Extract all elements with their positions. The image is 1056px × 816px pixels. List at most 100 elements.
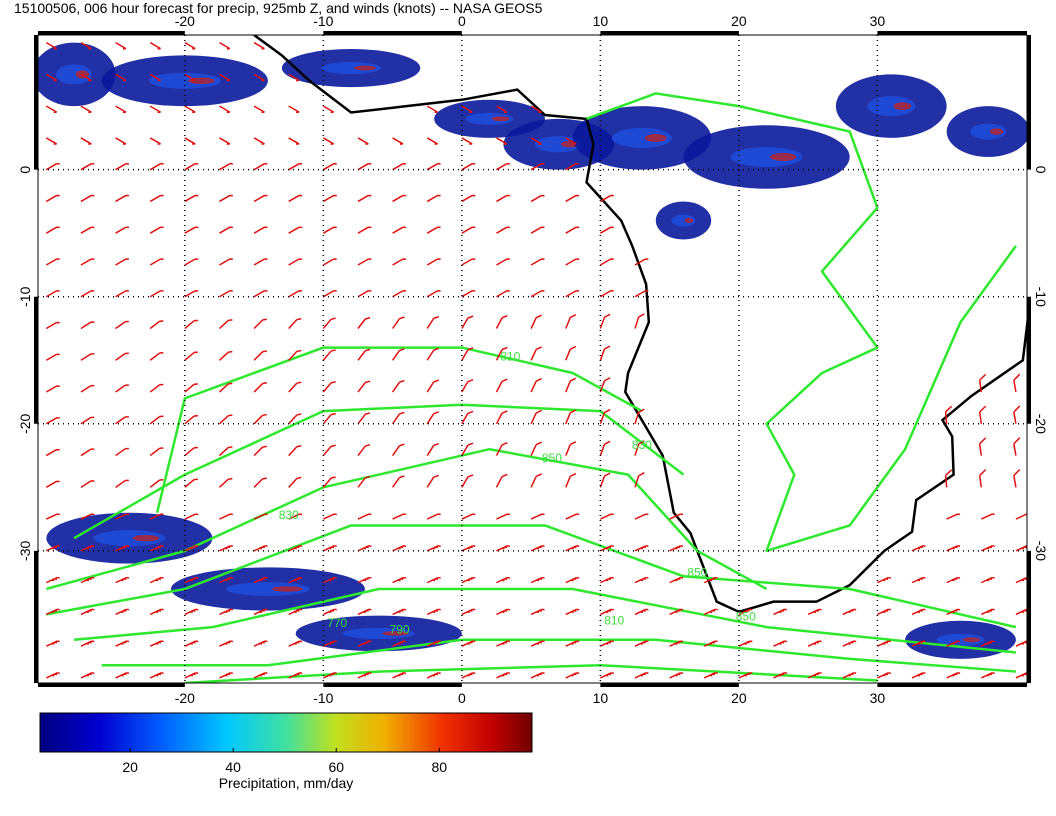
wind-barb [218, 350, 233, 361]
wind-barb [738, 608, 753, 616]
wind-barb [461, 545, 476, 552]
wind-barb [219, 162, 233, 171]
wind-barb [322, 194, 337, 203]
wind-barb [115, 137, 127, 145]
lon-tick-label: 20 [731, 690, 747, 706]
lat-tick-label: -20 [1033, 414, 1049, 434]
wind-barb [565, 545, 580, 552]
wind-barb [115, 479, 129, 488]
wind-barb [461, 226, 476, 234]
wind-barb [322, 444, 336, 457]
wind-barb [1015, 672, 1027, 679]
lat-tick-label: -30 [1033, 541, 1049, 561]
wind-barb [392, 194, 407, 203]
wind-barb [253, 413, 267, 425]
wind-barb [288, 381, 302, 393]
wind-barb [426, 258, 441, 266]
wind-barb [599, 440, 611, 456]
map-title: 15100506, 006 hour forecast for precip, … [14, 0, 543, 16]
wind-barb [80, 480, 95, 488]
wind-barb [426, 513, 441, 520]
wind-barb [219, 672, 233, 679]
lon-tick-label: 10 [593, 13, 609, 29]
wind-barb [45, 417, 60, 425]
wind-barb [599, 194, 614, 203]
wind-barb [149, 545, 164, 552]
wind-barb [357, 513, 372, 520]
wind-barb [149, 226, 164, 234]
wind-barb [184, 289, 199, 298]
wind-barb [634, 408, 645, 425]
precip-core [225, 582, 310, 596]
wind-barb [600, 513, 614, 520]
wind-barb [530, 441, 542, 456]
wind-barb [219, 226, 233, 234]
wind-barb [149, 447, 164, 457]
wind-barb [80, 672, 95, 679]
wind-barb [357, 258, 372, 266]
wind-barb [288, 162, 303, 171]
wind-barb [980, 608, 995, 616]
wind-barb [149, 383, 164, 393]
wind-barb [45, 194, 60, 203]
wind-barb [426, 474, 439, 488]
wind-barb [357, 162, 372, 171]
precip-core [936, 633, 985, 646]
wind-barb [219, 194, 233, 203]
colorbar [39, 712, 533, 753]
wind-barb [357, 226, 372, 234]
wind-barb [184, 513, 199, 520]
wind-barb [426, 105, 438, 114]
wind-barb [461, 137, 473, 145]
wind-barb [565, 441, 577, 456]
wind-barb [323, 576, 337, 584]
wind-barb [599, 408, 611, 425]
wind-barb [391, 348, 405, 361]
wind-barb [219, 41, 231, 50]
wind-barb [184, 194, 199, 203]
contour-label: 850 [687, 565, 707, 579]
lon-tick-label: -10 [313, 690, 333, 706]
wind-barb [80, 416, 95, 425]
wind-barb [115, 513, 130, 520]
wind-barb [773, 672, 788, 679]
wind-barb [45, 576, 60, 584]
wind-barb [184, 137, 196, 145]
wind-barb [911, 545, 926, 552]
wind-barb [219, 640, 233, 647]
wind-barb [565, 289, 580, 298]
colorbar-tick-label: 40 [225, 759, 241, 775]
wind-barb [149, 640, 164, 647]
wind-barb [426, 347, 439, 361]
wind-barb [495, 346, 508, 361]
lat-tick-label: -10 [17, 286, 33, 306]
wind-barb [45, 162, 60, 171]
contour-label: 830 [632, 438, 652, 452]
wind-barb [946, 513, 961, 520]
wind-barb [391, 443, 405, 456]
wind-barb [80, 448, 95, 457]
wind-barb [426, 379, 439, 393]
wind-barb [496, 105, 508, 114]
wind-barb [253, 672, 268, 679]
wind-barb [565, 640, 580, 647]
wind-barb [565, 472, 577, 488]
lat-tick-label: 0 [17, 166, 33, 174]
wind-barb [288, 73, 300, 82]
wind-barb [877, 640, 891, 647]
wind-barb [80, 137, 92, 145]
wind-barb [115, 672, 130, 679]
wind-barb [253, 350, 267, 361]
wind-barb [253, 194, 268, 203]
wind-barb [599, 226, 614, 234]
wind-barb [426, 194, 441, 203]
wind-barb [115, 105, 127, 114]
wind-barb [253, 289, 268, 298]
wind-barb [634, 576, 649, 584]
height-contour [155, 346, 643, 514]
wind-barb [184, 576, 199, 584]
wind-barb [45, 258, 60, 266]
wind-barb [322, 476, 336, 488]
wind-barb [357, 194, 372, 203]
wind-barb [461, 289, 476, 298]
